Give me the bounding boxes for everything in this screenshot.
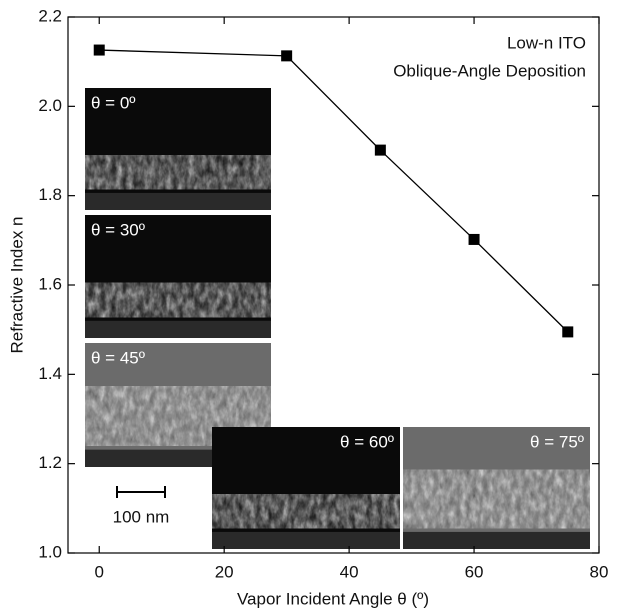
x-tick-label: 0 [95,562,104,581]
marker [93,44,105,56]
inset-label: θ = 45º [91,348,145,367]
inset-substrate [212,531,400,549]
inset-film [403,469,590,529]
inset-label: θ = 60º [340,432,394,451]
inset-film [85,155,271,190]
y-tick-label: 2.2 [38,6,62,25]
scale-bar-label: 100 nm [113,507,170,526]
x-tick-label: 60 [465,562,484,581]
inset-label: θ = 30º [91,220,145,239]
y-tick-label: 1.0 [38,542,62,561]
inset-background [85,88,271,210]
inset-substrate [85,320,271,338]
inset-substrate [85,192,271,210]
inset-label: θ = 75º [530,432,584,451]
inset-background [212,427,400,549]
y-tick-label: 1.4 [38,364,62,383]
inset-background [85,215,271,338]
x-tick-label: 20 [215,562,234,581]
inset-film [212,494,400,529]
x-tick-label: 40 [340,562,359,581]
annotation: Low-n ITO [507,33,586,52]
y-tick-label: 1.8 [38,185,62,204]
y-tick-label: 1.6 [38,274,62,293]
marker [562,326,574,338]
inset-substrate [403,531,590,549]
annotation: Oblique-Angle Deposition [393,61,586,80]
inset-label: θ = 0º [91,93,136,112]
inset-film [85,282,271,318]
marker [374,144,386,156]
x-axis-label: Vapor Incident Angle θ (º) [237,589,429,608]
y-tick-label: 1.2 [38,453,62,472]
y-tick-label: 2.0 [38,96,62,115]
marker [468,233,480,245]
y-axis-label: Refractive Index n [7,216,26,353]
marker [281,50,293,62]
x-tick-label: 80 [590,562,609,581]
